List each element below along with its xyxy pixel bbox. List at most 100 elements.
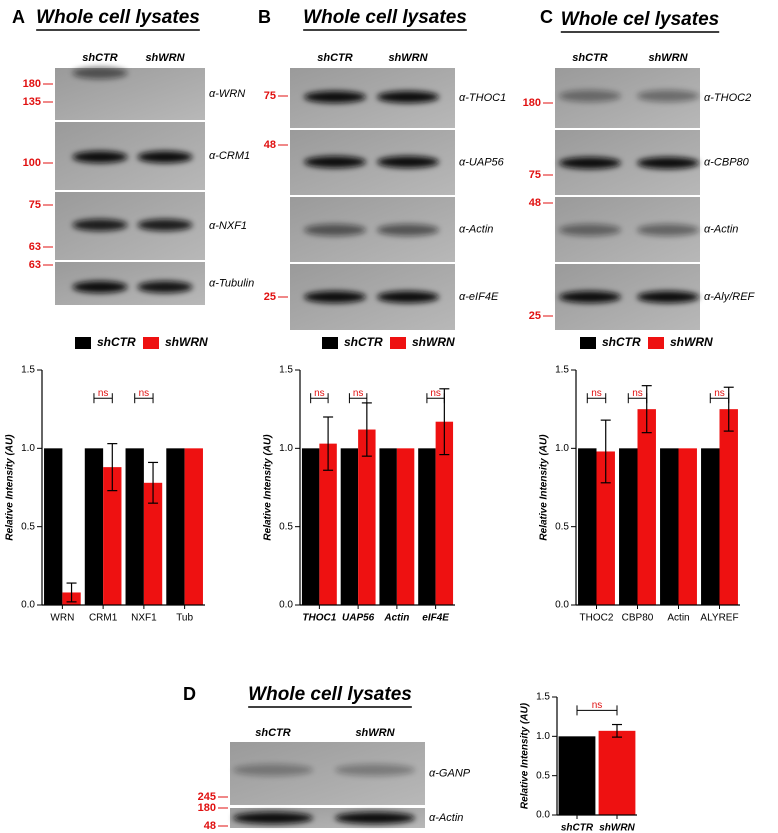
antibody-label: α-Actin [704,223,738,235]
antibody-label: α-eIF4E [459,291,499,303]
lane-label: shWRN [145,52,185,64]
bar [340,448,359,605]
y-tick-label: 0.0 [536,810,550,821]
y-tick-label: 0.0 [21,600,35,611]
x-tick-label: UAP56 [342,613,375,624]
mw-marker: 245 [198,791,216,803]
mw-marker: 25 [529,310,541,322]
ns-label: ns [314,388,325,399]
panel-label: B [258,7,271,27]
blot-band [72,281,128,293]
blot-band [304,91,366,103]
ns-label: ns [714,388,725,399]
y-tick-label: 1.5 [279,365,293,376]
mw-marker: 63 [29,241,41,253]
bar [678,448,697,605]
y-tick-label: 0.0 [555,600,569,611]
y-tick-label: 1.5 [21,365,35,376]
antibody-label: α-Aly/REF [704,291,756,303]
bar [379,448,397,605]
bar [660,448,679,605]
y-tick-label: 1.0 [279,443,293,454]
blot-band [137,281,193,293]
blot-band [304,156,366,168]
blot-band [137,219,193,231]
bar [301,448,320,605]
ns-label: ns [592,700,603,711]
panel-label: D [183,684,196,704]
legend-swatch [75,337,91,349]
antibody-label: α-Tubulin [209,277,254,289]
panel-title: Whole cell lysates [303,7,467,28]
y-tick-label: 1.5 [555,365,569,376]
mw-marker: 48 [529,197,541,209]
x-tick-label: shCTR [561,823,594,833]
y-tick-label: 1.0 [21,443,35,454]
x-tick-label: Actin [383,613,409,624]
bar [84,448,104,605]
mw-marker: 75 [29,199,41,211]
antibody-label: α-THOC2 [704,92,751,104]
blot-band [559,157,621,169]
panel-title: Whole cel lysates [561,9,719,30]
bar [44,448,63,605]
mw-marker: 135 [23,96,41,108]
blot-band [72,151,128,163]
bar [619,448,638,605]
mw-marker: 180 [523,97,541,109]
legend-swatch [390,337,406,349]
ns-label: ns [591,388,602,399]
blot-band [72,67,128,79]
bar [719,409,738,605]
antibody-label: α-Actin [459,223,493,235]
ns-label: ns [632,388,643,399]
x-tick-label: shWRN [599,823,635,833]
lane-label: shCTR [82,52,118,64]
blot-band [377,91,439,103]
bar [558,736,596,815]
antibody-label: α-WRN [209,88,245,100]
x-tick-label: Actin [667,613,689,624]
y-axis-label: Relative Intensity (AU) [5,434,16,541]
legend-label: shCTR [344,335,383,349]
antibody-label: α-Actin [429,812,463,824]
antibody-label: α-UAP56 [459,156,505,168]
y-axis-label: Relative Intensity (AU) [520,702,531,809]
blot-band [637,291,699,303]
panel-title: Whole cell lysates [36,7,200,28]
legend-label: shWRN [412,335,455,349]
x-tick-label: CRM1 [89,613,118,624]
ns-label: ns [98,388,109,399]
mw-marker: 25 [264,291,276,303]
lane-label: shWRN [355,727,395,739]
y-tick-label: 1.0 [555,443,569,454]
panel-label: C [540,7,553,27]
bar [103,467,122,605]
legend-label: shCTR [97,335,136,349]
bar [598,730,636,815]
legend-swatch [648,337,664,349]
lane-label: shCTR [572,52,608,64]
y-tick-label: 0.5 [279,521,293,532]
blot-band [637,224,699,236]
bar [143,482,163,605]
blot-band [233,764,313,776]
legend-swatch [143,337,159,349]
blot-band [559,224,621,236]
mw-marker: 48 [204,820,216,832]
mw-marker: 75 [264,90,276,102]
x-tick-label: CBP80 [622,613,654,624]
bar [701,448,720,605]
antibody-label: α-CBP80 [704,156,750,168]
mw-marker: 48 [264,139,276,151]
y-axis-label: Relative Intensity (AU) [539,434,550,541]
legend-label: shWRN [165,335,208,349]
y-tick-label: 0.5 [555,521,569,532]
blot-band [637,157,699,169]
x-tick-label: THOC1 [302,613,336,624]
y-tick-label: 1.5 [536,692,550,703]
blot-band [335,764,415,776]
legend-label: shCTR [602,335,641,349]
bar [637,409,656,605]
